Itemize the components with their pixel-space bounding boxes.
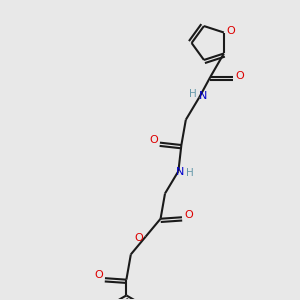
Text: O: O xyxy=(184,210,193,220)
Text: N: N xyxy=(176,167,184,177)
Text: N: N xyxy=(199,91,207,101)
Text: O: O xyxy=(94,270,103,280)
Text: O: O xyxy=(235,71,244,81)
Text: O: O xyxy=(149,135,158,145)
Text: O: O xyxy=(226,26,235,36)
Text: O: O xyxy=(135,233,143,243)
Text: H: H xyxy=(186,168,194,178)
Text: H: H xyxy=(189,89,196,100)
